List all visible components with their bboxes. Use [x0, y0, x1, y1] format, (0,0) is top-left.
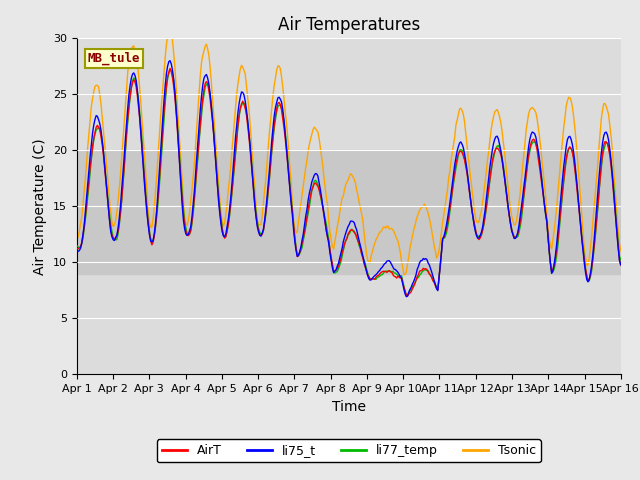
Bar	[77, 150, 621, 274]
Y-axis label: Air Temperature (C): Air Temperature (C)	[33, 138, 47, 275]
Title: Air Temperatures: Air Temperatures	[278, 16, 420, 34]
Text: MB_tule: MB_tule	[88, 52, 140, 65]
Legend: AirT, li75_t, li77_temp, Tsonic: AirT, li75_t, li77_temp, Tsonic	[157, 439, 541, 462]
X-axis label: Time: Time	[332, 400, 366, 414]
